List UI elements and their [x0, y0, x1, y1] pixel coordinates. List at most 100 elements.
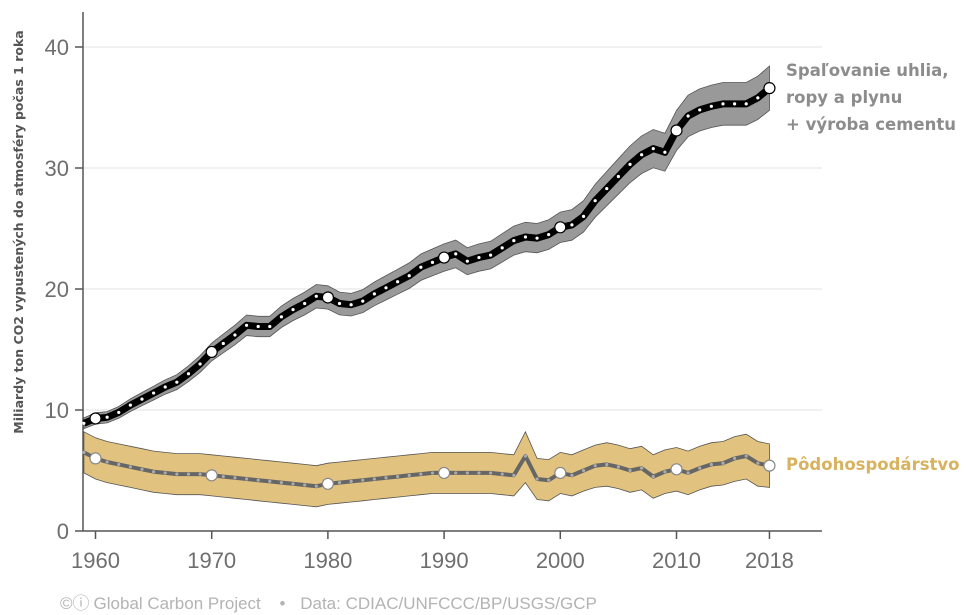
series-1-point-1959 — [82, 450, 86, 454]
series-1-uncertainty-band — [83, 430, 770, 508]
series-1-point-1993 — [477, 471, 481, 475]
series-0-point-1960 — [89, 412, 102, 425]
series-0-point-2018 — [763, 82, 776, 95]
y-tick-label-10: 10 — [45, 398, 69, 423]
series-0-point-2014 — [721, 102, 725, 106]
x-tick-labels: 1960 1970 1980 1990 2000 2010 2018 — [71, 531, 794, 573]
series-0-point-1987 — [407, 274, 411, 278]
series-1-point-1979 — [314, 484, 318, 488]
series-1-point-1991 — [454, 471, 458, 475]
series-1-point-2012 — [698, 466, 702, 470]
x-tick-label-1980: 1980 — [303, 548, 352, 573]
series-0-point-2011 — [686, 114, 690, 118]
series-0-point-2006 — [628, 162, 632, 166]
series-1-point-1987 — [407, 473, 411, 477]
series-0-point-1973 — [244, 323, 249, 327]
series-0-point-2013 — [709, 104, 713, 108]
series-1-point-1960 — [89, 452, 102, 465]
series-1-point-1962 — [117, 462, 121, 467]
series-0-point-2000 — [554, 221, 567, 234]
series-0-label: Spaľovanie uhlia, ropy a plynu + výroba ce… — [786, 61, 956, 134]
series-0-point-1980 — [321, 291, 334, 304]
y-tick-label-40: 40 — [45, 35, 69, 60]
series-1-point-2000 — [554, 466, 567, 480]
series-1-point-2008 — [651, 474, 655, 479]
series-0-point-1978 — [303, 301, 307, 306]
footer-separator: • — [279, 594, 286, 613]
series-0-point-1964 — [140, 397, 144, 401]
y-tick-label-30: 30 — [45, 156, 69, 181]
series-0-point-1981 — [337, 301, 342, 306]
series-1-point-1973 — [244, 477, 249, 481]
series-0-point-1974 — [256, 324, 260, 329]
series-0-point-2009 — [663, 150, 667, 154]
series-1-point-1996 — [512, 473, 516, 477]
y-tick-labels: 0 10 20 30 40 — [45, 35, 83, 544]
series-0-point-2003 — [593, 199, 597, 203]
series-0-point-1976 — [279, 315, 284, 319]
series-1-point-1972 — [233, 476, 237, 480]
y-tick-label-20: 20 — [45, 277, 69, 302]
series-1-point-2003 — [593, 464, 597, 468]
series-labels: Spaľovanie uhlia, ropy a plynu + výroba ce… — [786, 61, 960, 474]
series-1-point-2002 — [581, 468, 586, 473]
series-1-line — [82, 450, 770, 489]
series-1-point-1978 — [303, 483, 307, 487]
series-1-point-1966 — [163, 471, 167, 475]
series-1-point-1983 — [361, 478, 365, 482]
footer-data-credit: Data: CDIAC/UNFCCC/BP/USGS/GCP — [300, 594, 597, 613]
series-1-point-1995 — [500, 472, 504, 476]
y-tick-label-0: 0 — [57, 519, 69, 544]
series-1-point-1965 — [152, 470, 156, 474]
series-1-point-1963 — [128, 465, 132, 469]
series-0-point-1970 — [205, 345, 218, 359]
y-axis-label: Miliardy ton CO2 vypustených do atmosfér… — [11, 30, 26, 433]
series-0-point-1991 — [454, 252, 458, 256]
x-tick-label-2010: 2010 — [652, 548, 701, 573]
series-0-point-1959 — [82, 421, 86, 425]
series-0-point-1984 — [372, 292, 376, 296]
series-1-point-1975 — [268, 479, 272, 483]
series-0-point-2010 — [670, 124, 683, 137]
series-1-point-1967 — [175, 472, 179, 476]
series-0-label-line-1: ropy a plynu — [786, 88, 902, 107]
series-1-point-1984 — [372, 477, 376, 481]
series-0-point-1998 — [535, 236, 539, 240]
series-0-point-1972 — [233, 333, 237, 337]
series-1-point-1985 — [384, 476, 388, 480]
series-1-point-1970 — [205, 469, 218, 482]
series-1-point-1980 — [321, 477, 334, 490]
series-0-point-2004 — [605, 186, 609, 191]
series-0-point-1995 — [500, 246, 504, 250]
series-0-point-2015 — [733, 102, 737, 106]
series-0-point-1988 — [419, 265, 423, 269]
series-1-point-2009 — [663, 470, 667, 474]
x-tick-label-2000: 2000 — [536, 548, 585, 573]
series-1 — [82, 430, 776, 508]
series-1-label: Pôdohospodárstvo — [786, 455, 960, 474]
series-1-point-2004 — [605, 462, 609, 467]
series-1-point-2001 — [570, 473, 574, 477]
series-1-point-1976 — [279, 481, 284, 485]
series-1-point-1999 — [547, 478, 551, 482]
series-1-point-2013 — [709, 462, 713, 467]
series-0-point-1968 — [186, 372, 191, 376]
series-1-point-1968 — [186, 472, 191, 476]
axes — [82, 12, 822, 532]
series-0-point-1986 — [396, 280, 400, 284]
series-1-point-1997 — [523, 454, 528, 458]
series-0-point-1969 — [198, 362, 202, 366]
series-1-point-2006 — [628, 468, 632, 473]
series-0-point-1993 — [477, 255, 481, 260]
series-0-point-1985 — [384, 286, 388, 290]
series-0-point-1977 — [291, 307, 295, 312]
series-0-point-2008 — [651, 147, 655, 151]
series-1-point-1989 — [430, 471, 435, 475]
series-1-point-1992 — [465, 471, 469, 475]
series-0-point-1983 — [361, 299, 365, 303]
series-1-point-1994 — [488, 471, 493, 475]
x-tick-label-1960: 1960 — [71, 548, 120, 573]
footer: ©ⓘ Global Carbon Project • Data: CDIAC/UN… — [60, 589, 601, 614]
series-0-point-2017 — [756, 96, 760, 100]
